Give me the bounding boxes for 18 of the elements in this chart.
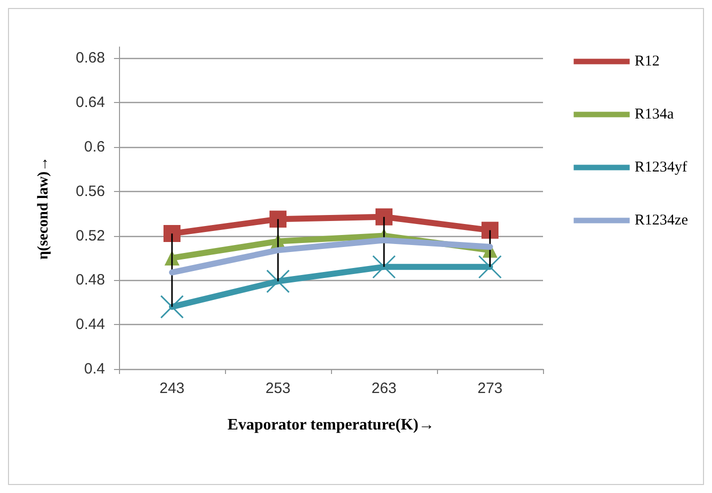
x-tick-label: 253 [265,380,291,397]
y-tick-label: 0.48 [76,272,105,289]
y-tick-label: 0.68 [76,50,105,67]
x-tick-label: 243 [159,380,185,397]
y-axis-title: η(second law)→ [36,156,52,260]
y-tick-label: 0.56 [76,182,105,200]
legend-label: R12 [634,54,660,70]
y-tick-label: 0.64 [76,94,105,112]
legend-label: R134a [634,106,674,122]
legend-label: R1234yf [634,160,688,176]
x-tick-label: 263 [371,380,397,397]
y-tick-label: 0.6 [84,138,105,156]
y-tick-label: 0.52 [76,227,105,244]
x-axis-title: Evaporator temperature(K)→ [228,416,434,434]
legend-label: R1234ze [634,212,688,228]
x-tick-label: 273 [477,380,503,397]
y-tick-label: 0.4 [84,360,105,378]
y-tick-label: 0.44 [76,316,105,334]
